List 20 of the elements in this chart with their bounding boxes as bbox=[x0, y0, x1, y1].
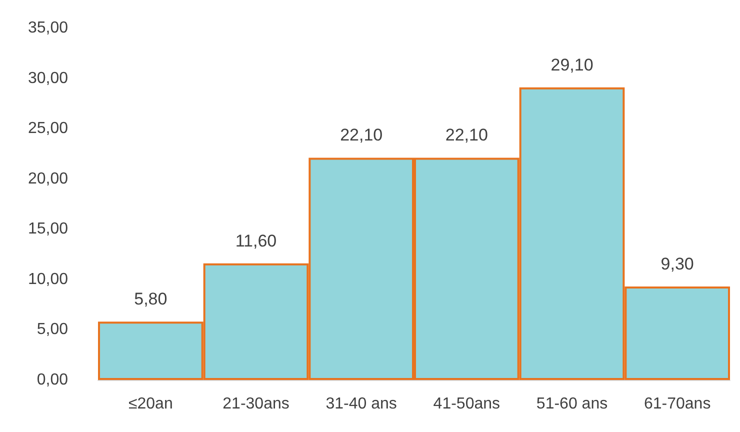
x-tick-label: 61-70ans bbox=[644, 396, 711, 412]
y-tick-label: 10,00 bbox=[28, 270, 68, 288]
data-label: 11,60 bbox=[235, 231, 277, 250]
data-label: 22,10 bbox=[340, 126, 383, 145]
y-tick-label: 15,00 bbox=[28, 220, 68, 238]
x-tick-label: 21-30ans bbox=[222, 396, 290, 412]
data-label: 5,80 bbox=[134, 290, 168, 309]
y-tick-label: 30,00 bbox=[28, 70, 68, 87]
data-label: 29,10 bbox=[550, 55, 594, 74]
x-tick-label: 41-50ans bbox=[433, 396, 500, 412]
y-tick-label: 5,00 bbox=[36, 321, 68, 338]
x-tick-label: 51-60 ans bbox=[536, 396, 608, 412]
x-tick-label: 31-40 ans bbox=[326, 396, 397, 412]
data-label: 9,30 bbox=[660, 254, 694, 274]
y-tick-label: 25,00 bbox=[28, 120, 68, 138]
x-tick-label: ≤20an bbox=[128, 396, 173, 412]
y-tick-label: 0,00 bbox=[36, 372, 68, 388]
y-tick-label: 35,00 bbox=[28, 20, 68, 36]
y-tick-label: 20,00 bbox=[28, 170, 68, 188]
data-label: 22,10 bbox=[445, 126, 488, 145]
